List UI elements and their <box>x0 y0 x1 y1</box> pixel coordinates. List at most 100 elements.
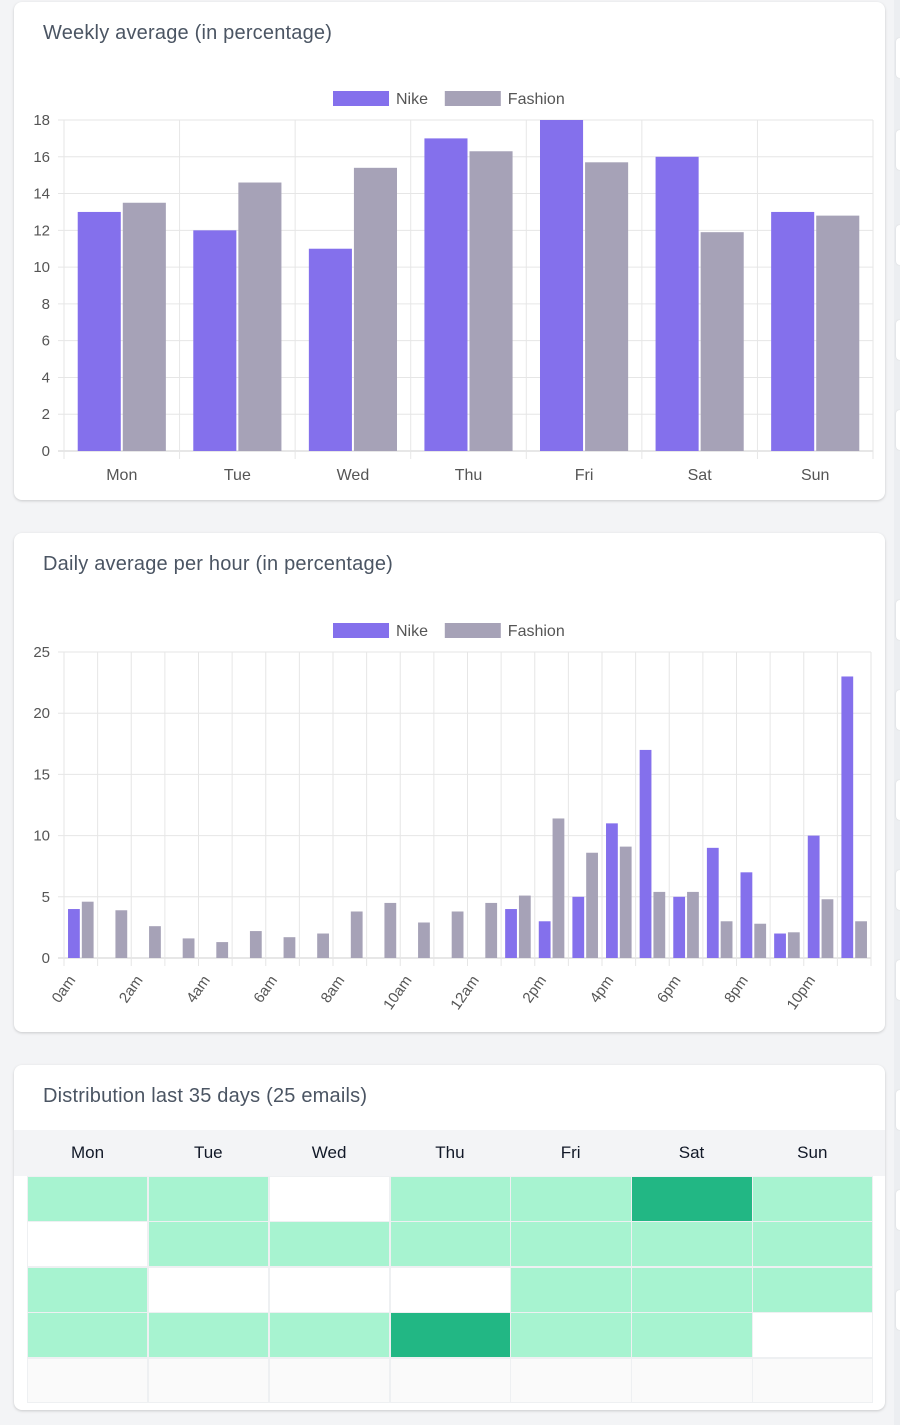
bar-fashion-7pm <box>720 921 733 958</box>
legend-swatch-fashion <box>444 91 501 106</box>
weekly-average-title: Weekly average (in percentage) <box>43 22 333 44</box>
bar-fashion-3pm <box>586 852 598 958</box>
heatmap-cell <box>268 1357 391 1404</box>
hourly-average-card: Daily average per hour (in percentage) N… <box>14 533 885 1032</box>
bar-nike-6pm <box>673 896 686 958</box>
heatmap-cell <box>510 1312 632 1359</box>
y-tick-label: 2 <box>42 406 50 423</box>
x-tick-label: 6pm <box>654 973 685 1007</box>
heatmap-day-mon: Mon <box>70 1143 105 1162</box>
x-tick-label: 4am <box>183 973 214 1007</box>
heatmap-day-fri: Fri <box>560 1143 581 1162</box>
bar-fashion-5pm <box>653 891 666 958</box>
heatmap-cell <box>147 1176 270 1222</box>
heatmap-cell <box>389 1266 511 1313</box>
bar-fashion-fri <box>585 162 629 452</box>
x-tick-label: Tue <box>224 467 251 484</box>
x-tick-label: 8pm <box>721 973 752 1007</box>
bar-fashion-0am <box>81 901 94 958</box>
bar-nike-2pm <box>538 921 551 958</box>
bar-fashion-7am <box>317 933 329 958</box>
y-tick-label: 5 <box>42 889 50 906</box>
y-tick-label: 10 <box>33 259 50 276</box>
bar-fashion-9am <box>384 902 397 958</box>
bar-nike-4pm <box>606 823 618 958</box>
heatmap-cell <box>147 1221 270 1268</box>
right-edge-strip <box>894 0 900 1425</box>
legend-label-fashion: Fashion <box>508 91 565 108</box>
weekly-average-chart: Nike Fashion 0 2 4 6 8 10 12 14 16 18 Mon Tue Wed Thu Fr… <box>33 91 874 484</box>
bar-fashion-1am <box>115 910 128 958</box>
legend-swatch-nike <box>333 91 389 106</box>
y-tick-label: 0 <box>42 950 50 967</box>
heatmap-cell <box>510 1357 632 1404</box>
bar-fashion-2am <box>149 926 161 958</box>
heatmap-cell <box>752 1221 874 1268</box>
distribution-title: Distribution last 35 days (25 emails) <box>43 1085 368 1107</box>
distribution-card: Distribution last 35 days (25 emails) Mo… <box>14 1065 885 1410</box>
bar-fashion-9pm <box>787 932 800 958</box>
bar-fashion-tue <box>238 182 282 451</box>
bar-fashion-8pm <box>754 923 767 958</box>
x-tick-label: 2am <box>116 973 147 1007</box>
legend-label-nike: Nike <box>396 623 428 640</box>
bar-nike-1pm <box>505 909 517 958</box>
bar-nike-mon <box>77 211 121 451</box>
bar-fashion-3am <box>182 938 195 958</box>
x-tick-label: 4pm <box>587 973 618 1007</box>
heatmap-cell <box>631 1221 753 1268</box>
bar-fashion-12am <box>485 902 498 958</box>
bar-fashion-8am <box>350 911 363 958</box>
heatmap-cell <box>631 1176 753 1222</box>
weekly-average-card: Weekly average (in percentage) Nike Fashi… <box>14 2 885 500</box>
bar-nike-tue <box>193 230 237 451</box>
y-tick-label: 20 <box>33 705 50 722</box>
bar-nike-8pm <box>740 872 753 958</box>
x-tick-label: 2pm <box>519 973 550 1007</box>
heatmap-day-wed: Wed <box>311 1143 347 1162</box>
legend-label-fashion: Fashion <box>508 623 565 640</box>
x-tick-label: Sun <box>801 467 829 484</box>
bar-fashion-sun <box>816 215 860 451</box>
x-tick-label: 8am <box>318 973 349 1007</box>
heatmap-cell <box>268 1266 391 1313</box>
bar-nike-10pm <box>807 835 820 958</box>
y-tick-label: 14 <box>33 186 50 203</box>
bar-nike-fri <box>539 120 584 451</box>
bar-nike-3pm <box>572 896 585 958</box>
legend-swatch-fashion <box>444 623 501 638</box>
y-tick-label: 18 <box>33 112 50 129</box>
y-tick-label: 16 <box>33 149 50 166</box>
x-tick-label: Sat <box>688 467 713 484</box>
bar-nike-wed <box>308 248 352 451</box>
bar-fashion-4pm <box>619 846 632 958</box>
heatmap-grid <box>27 1176 874 1404</box>
heatmap-cell <box>147 1357 270 1404</box>
x-tick-label: 0am <box>49 973 80 1007</box>
y-tick-label: 10 <box>33 828 50 845</box>
heatmap-cell <box>27 1221 149 1268</box>
heatmap-cell <box>631 1357 753 1404</box>
y-tick-label: 12 <box>33 222 50 239</box>
bar-fashion-6pm <box>687 891 699 958</box>
x-tick-label: 10am <box>380 973 415 1013</box>
bar-fashion-4am <box>216 942 229 958</box>
heatmap-cell <box>268 1221 391 1268</box>
bar-nike-sun <box>771 211 815 451</box>
bar-nike-thu <box>424 138 468 451</box>
bar-fashion-11pm <box>855 921 867 958</box>
heatmap-cell <box>631 1312 753 1359</box>
heatmap-cell <box>268 1312 391 1359</box>
heatmap-cell <box>389 1312 511 1359</box>
heatmap-cell <box>147 1266 270 1313</box>
x-tick-label: 6am <box>250 973 281 1007</box>
bar-fashion-2pm <box>552 818 565 958</box>
heatmap-cell <box>752 1312 874 1359</box>
heatmap-cell <box>389 1221 511 1268</box>
y-tick-label: 6 <box>42 333 50 350</box>
bar-fashion-11am <box>451 911 464 958</box>
heatmap-cell <box>631 1266 753 1313</box>
heatmap-cell <box>27 1357 149 1404</box>
x-tick-label: Wed <box>337 467 370 484</box>
bar-nike-9pm <box>774 933 786 958</box>
